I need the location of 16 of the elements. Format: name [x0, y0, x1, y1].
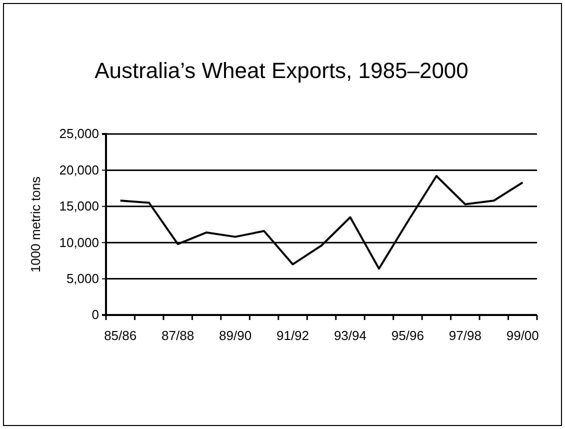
y-axis-title: 1000 metric tons: [28, 176, 43, 273]
x-tick-label: 99/00: [506, 328, 539, 343]
y-tick-label: 15,000: [59, 198, 99, 214]
y-tick-label: 25,000: [59, 126, 99, 142]
x-tick-label: 93/94: [334, 328, 367, 343]
x-tick-label: 89/90: [219, 328, 252, 343]
x-tick-label: 87/88: [162, 328, 194, 343]
x-tick-label: 91/92: [276, 328, 310, 343]
x-tick-label: 95/96: [391, 328, 424, 343]
chart-title: Australia’s Wheat Exports, 1985–2000: [94, 58, 468, 83]
y-tick-label: 0: [92, 307, 99, 322]
x-tick-label: 97/98: [448, 328, 482, 343]
y-tick-label: 20,000: [59, 162, 99, 178]
y-tick-label: 10,000: [59, 234, 99, 250]
y-tick-label: 5,000: [66, 270, 99, 286]
x-tick-label: 85/86: [104, 328, 137, 343]
